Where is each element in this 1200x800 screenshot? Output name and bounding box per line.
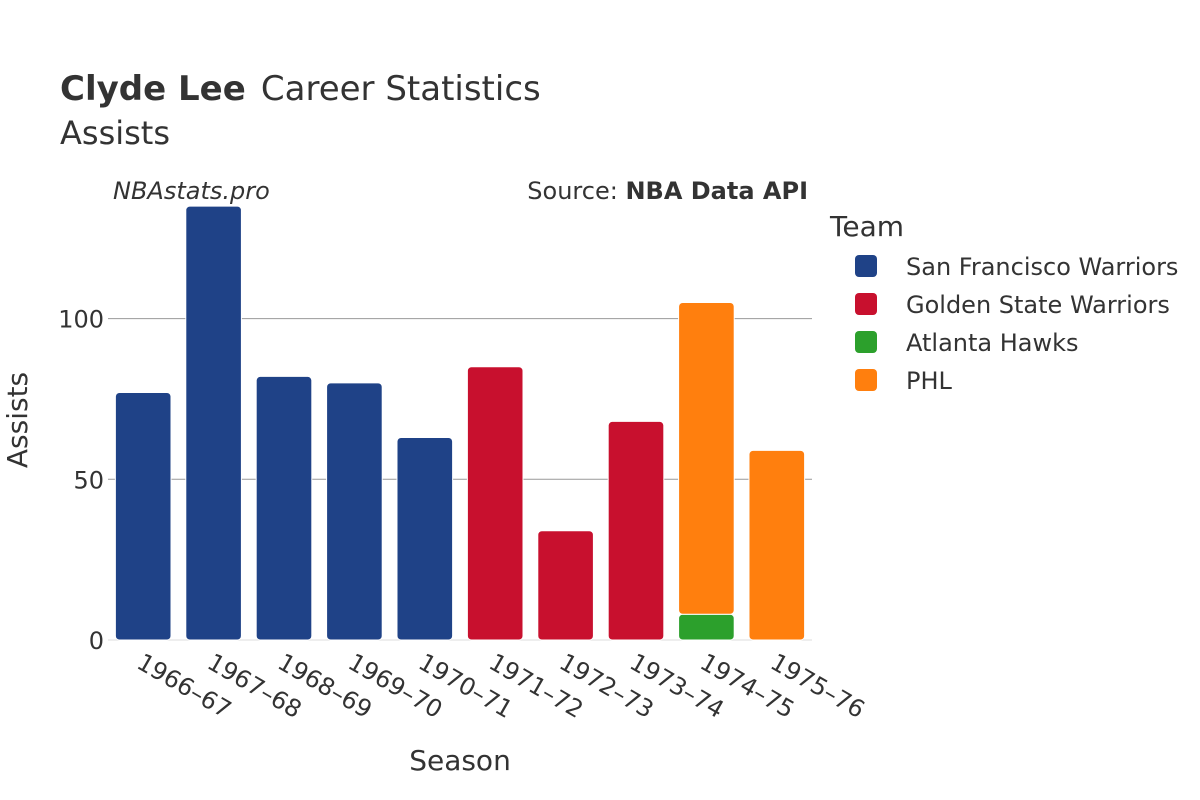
x-axis-title: Season bbox=[409, 744, 511, 777]
y-axis-title: Assists bbox=[1, 372, 34, 468]
legend-label: Golden State Warriors bbox=[906, 291, 1170, 319]
chart-title-player: Clyde Lee bbox=[60, 69, 246, 109]
legend-label: San Francisco Warriors bbox=[906, 253, 1178, 281]
legend-swatch bbox=[855, 369, 877, 391]
source-note: Source: NBA Data API bbox=[527, 177, 808, 205]
bar bbox=[114, 392, 172, 641]
bars bbox=[114, 205, 806, 641]
chart-title-rest: Career Statistics bbox=[261, 69, 541, 109]
legend-swatch bbox=[855, 255, 877, 277]
y-tick-label: 100 bbox=[58, 306, 104, 334]
legend-swatch bbox=[855, 331, 877, 353]
bar bbox=[537, 530, 594, 641]
legend-label: PHL bbox=[906, 367, 953, 395]
legend-label: Atlanta Hawks bbox=[906, 329, 1079, 357]
y-tick-labels: 0 50 100 bbox=[58, 306, 104, 655]
bar bbox=[748, 449, 806, 641]
chart-title: Clyde Lee Career Statistics bbox=[60, 69, 541, 109]
bar bbox=[185, 205, 242, 641]
x-tick-labels: 1966–671967–681968–691969–701970–711971–… bbox=[132, 648, 869, 724]
source-prefix: Source: bbox=[527, 177, 625, 205]
legend-swatch bbox=[855, 293, 877, 315]
legend-title: Team bbox=[829, 210, 904, 243]
source-name: NBA Data API bbox=[625, 177, 808, 205]
y-tick-label: 50 bbox=[73, 466, 104, 494]
bar bbox=[678, 613, 735, 641]
bar bbox=[326, 382, 383, 641]
watermark: NBAstats.pro bbox=[113, 177, 270, 205]
bar bbox=[607, 420, 665, 641]
bar bbox=[396, 437, 454, 641]
y-tick-label: 0 bbox=[89, 627, 104, 655]
bar bbox=[466, 366, 524, 641]
bar bbox=[255, 375, 313, 641]
legend: Team San Francisco Warriors Golden State … bbox=[829, 210, 1178, 395]
bar bbox=[678, 302, 735, 615]
chart-subtitle: Assists bbox=[60, 114, 170, 152]
